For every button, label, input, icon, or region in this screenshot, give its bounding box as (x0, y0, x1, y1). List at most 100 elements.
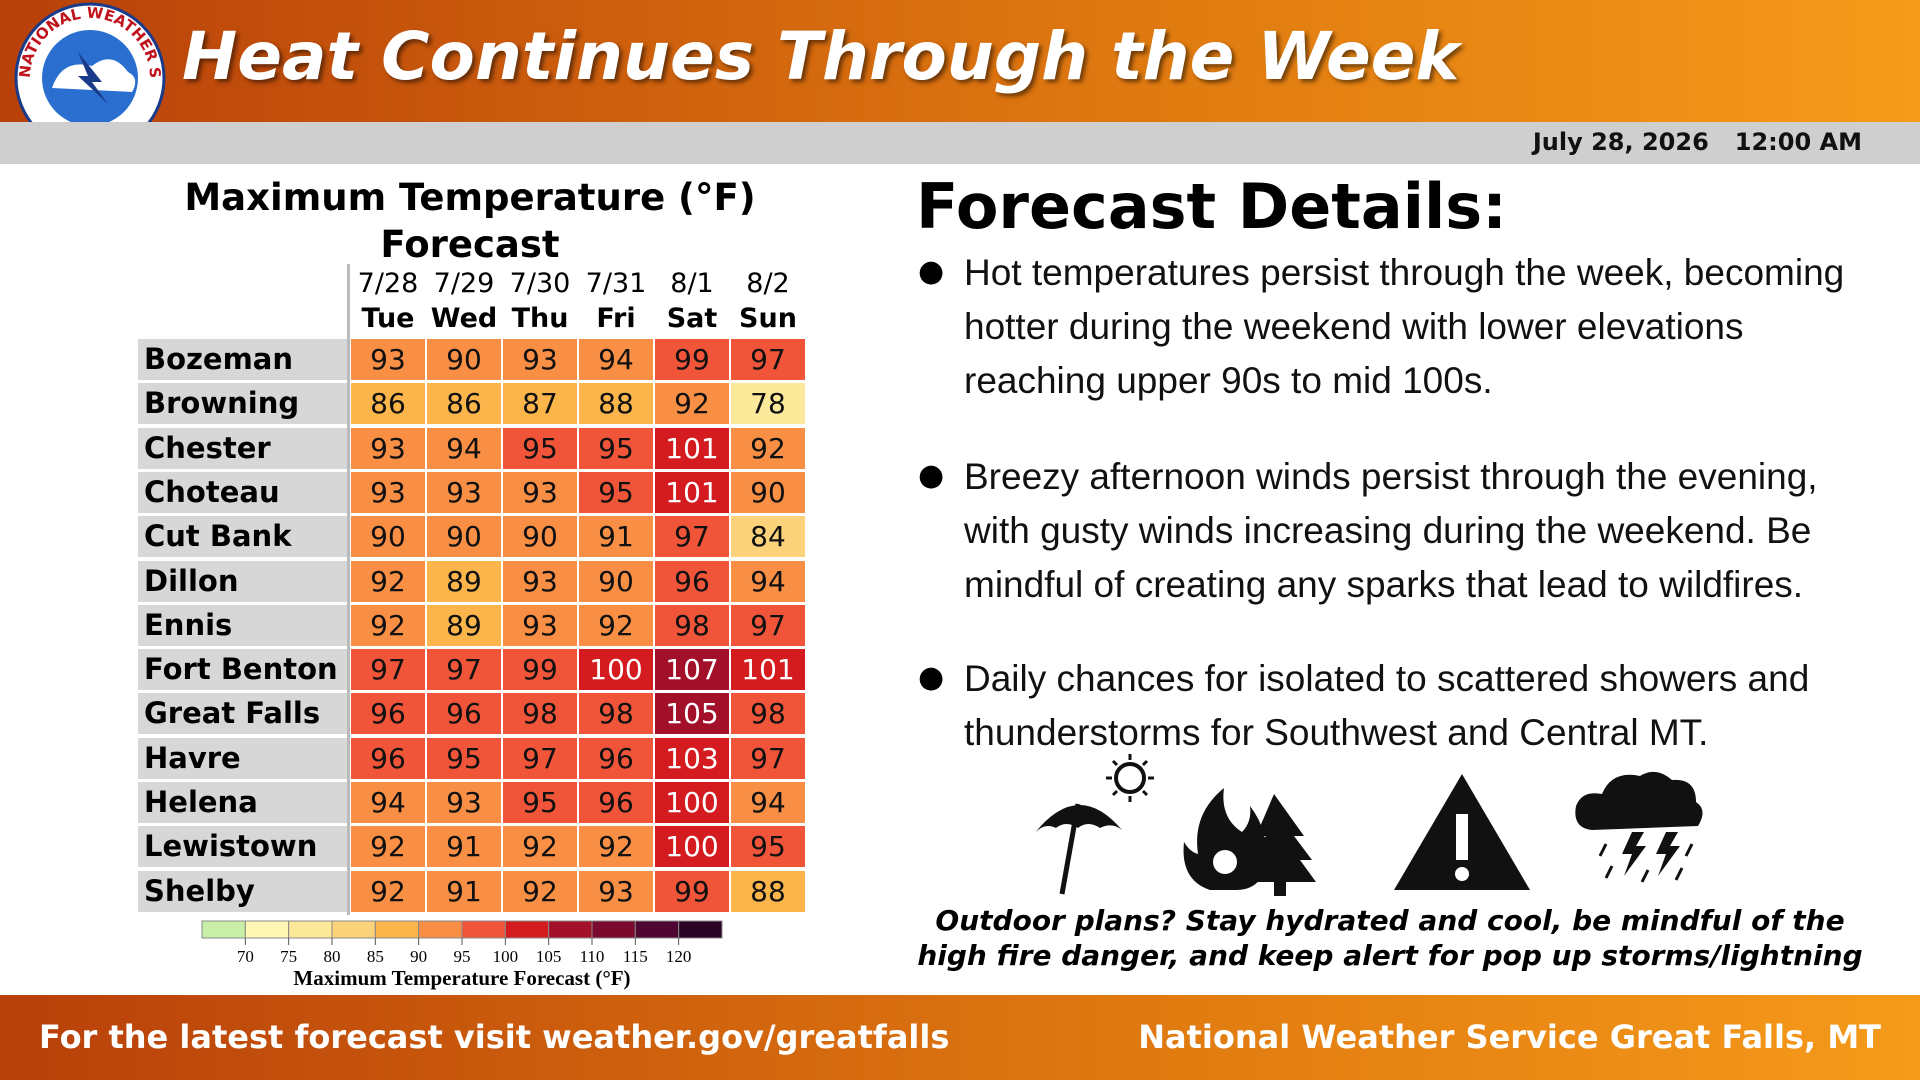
table-grid (347, 264, 810, 915)
temperature-cell: 101 (655, 471, 729, 513)
temperature-cell: 94 (731, 782, 805, 823)
temperature-cell: 93 (503, 604, 577, 646)
temperature-cell: 90 (731, 471, 805, 513)
header-band (0, 0, 1920, 122)
date-header: 7/30 (509, 268, 571, 299)
bullet-text: Breezy afternoon winds persist through t… (964, 456, 1818, 605)
temperature-cell: 95 (579, 427, 653, 469)
warning-mark (1456, 814, 1468, 860)
temperature-cell: 96 (351, 693, 425, 735)
warning-dot (1455, 867, 1469, 881)
city-label: Lewistown (138, 826, 347, 868)
fire-icon (1183, 788, 1316, 896)
temperature-cell: 92 (503, 826, 577, 868)
legend-tick-label: 85 (367, 947, 384, 966)
temperature-cell: 84 (731, 516, 805, 558)
temperature-cell: 96 (427, 693, 501, 735)
temperature-cell: 95 (579, 471, 653, 513)
temperature-cell: 93 (427, 471, 501, 513)
city-label: Bozeman (138, 339, 347, 380)
temperature-cell: 86 (351, 383, 425, 425)
icons (1034, 754, 1703, 896)
temperature-cell: 103 (655, 737, 729, 779)
bullet-dot: ● (918, 660, 945, 695)
legend-swatch (331, 920, 376, 939)
details-title: Forecast Details: (916, 170, 1507, 243)
temperature-cell: 92 (351, 870, 425, 912)
temperature-cell: 105 (655, 693, 729, 735)
legend-tick-label: 100 (493, 947, 519, 966)
temperature-cell: 99 (655, 339, 729, 380)
temperature-cell: 97 (351, 649, 425, 691)
temperature-cell: 95 (503, 782, 577, 823)
temperature-cell: 97 (427, 649, 501, 691)
date-header: 8/2 (746, 268, 790, 299)
temperature-cell: 100 (579, 649, 653, 691)
temperature-cell: 93 (503, 471, 577, 513)
footer-right: National Weather Service Great Falls, MT (1138, 1018, 1881, 1056)
temperature-cell: 98 (731, 693, 805, 735)
city-label: Havre (138, 737, 347, 779)
temperature-cell: 107 (655, 649, 729, 691)
legend-swatch (548, 920, 593, 939)
temperature-cell: 99 (503, 649, 577, 691)
temperature-cell: 92 (351, 826, 425, 868)
legend-tick-label: 105 (536, 947, 562, 966)
city-label: Dillon (138, 560, 347, 602)
nws-logo: NATIONAL WEATHER SERVICE (8, 2, 166, 154)
temperature-cell: 93 (503, 339, 577, 380)
day-header: Thu (511, 303, 569, 334)
legend-swatch (288, 920, 333, 939)
temperature-cell: 94 (351, 782, 425, 823)
temperature-cell: 93 (351, 471, 425, 513)
temperature-cell: 96 (579, 782, 653, 823)
legend-swatch (418, 920, 463, 939)
legend-tick-label: 115 (623, 947, 648, 966)
temperature-cell: 93 (427, 782, 501, 823)
temperature-cell: 101 (655, 427, 729, 469)
city-label: Choteau (138, 471, 347, 513)
date-bar (0, 122, 1920, 164)
temperature-cell: 92 (351, 560, 425, 602)
bullet-dot: ● (918, 458, 945, 493)
date-header: 7/28 (357, 268, 419, 299)
temperature-cell: 97 (731, 339, 805, 380)
timestamp: July 28, 2026 12:00 AM (1533, 128, 1862, 156)
note: Outdoor plans? Stay hydrated and cool, b… (917, 904, 1863, 972)
temperature-cell: 92 (579, 604, 653, 646)
day-header: Sun (739, 303, 797, 334)
temperature-cell: 92 (351, 604, 425, 646)
temperature-cell: 90 (351, 516, 425, 558)
temperature-cell: 89 (427, 560, 501, 602)
temperature-cell: 101 (731, 649, 805, 691)
city-label: Fort Benton (138, 649, 347, 691)
city-label: Chester (138, 427, 347, 469)
temperature-cell: 96 (579, 737, 653, 779)
legend-tick-label: 80 (324, 947, 341, 966)
temperature-cell: 93 (579, 870, 653, 912)
legend-tick-label: 110 (580, 947, 605, 966)
legend-tick-label: 120 (666, 947, 692, 966)
legend-tick-label: 75 (280, 947, 297, 966)
temperature-cell: 92 (655, 383, 729, 425)
date-header: 7/31 (585, 268, 647, 299)
legend-tick-label: 70 (237, 947, 254, 966)
temperature-cell: 97 (655, 516, 729, 558)
color-legend: 70 75 80 85 90 95 100 105 110 115 120 Maximum Tempe… (201, 920, 723, 990)
temperature-cell: 88 (731, 870, 805, 912)
day-header: Tue (361, 303, 415, 334)
temperature-cell: 94 (579, 339, 653, 380)
temperature-cell: 97 (503, 737, 577, 779)
title: Heat Continues Through the Week (182, 18, 1460, 95)
temperature-cell: 87 (503, 383, 577, 425)
temperature-cell: 91 (427, 826, 501, 868)
legend-swatch (461, 920, 506, 939)
bullet-dot: ● (918, 254, 945, 289)
temperature-cell: 96 (351, 737, 425, 779)
temperature-cell: 97 (731, 604, 805, 646)
legend-swatch (244, 920, 290, 939)
temperature-cell: 92 (579, 826, 653, 868)
city-label: Helena (138, 782, 347, 823)
temperature-cell: 92 (503, 870, 577, 912)
legend-tick-label: 90 (410, 947, 427, 966)
